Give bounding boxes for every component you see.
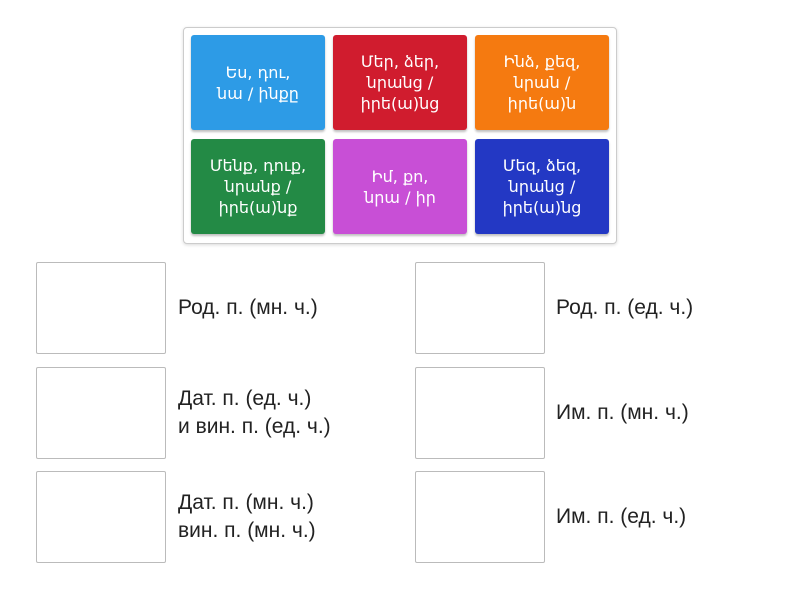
tile-1[interactable]: Ես, դու, նա / ինքը	[191, 35, 325, 130]
target-label-6: Им. п. (ед. ч.)	[556, 505, 687, 528]
drop-box-3[interactable]	[36, 367, 166, 459]
tile-5[interactable]: Իմ, քո, նրա / իր	[333, 139, 467, 234]
tile-4[interactable]: Մենք, դուք, նրանք / իրե(ա)նք	[191, 139, 325, 234]
tile-2[interactable]: Մեր, ձեր, նրանց / իրե(ա)նց	[333, 35, 467, 130]
drop-box-5[interactable]	[36, 471, 166, 563]
tile-3[interactable]: Ինձ, քեզ, նրան / իրե(ա)ն	[475, 35, 609, 130]
target-label-5: Дат. п. (мн. ч.) вин. п. (мн. ч.)	[178, 491, 316, 542]
drop-box-6[interactable]	[415, 471, 545, 563]
target-label-3: Дат. п. (ед. ч.) и вин. п. (ед. ч.)	[178, 387, 331, 438]
drop-box-2[interactable]	[415, 262, 545, 354]
drop-box-1[interactable]	[36, 262, 166, 354]
target-label-1: Род. п. (мн. ч.)	[178, 296, 318, 319]
target-label-2: Род. п. (ед. ч.)	[556, 296, 694, 319]
target-label-4: Им. п. (мн. ч.)	[556, 401, 689, 424]
tile-6[interactable]: Մեզ, ձեզ, նրանց / իրե(ա)նց	[475, 139, 609, 234]
drop-box-4[interactable]	[415, 367, 545, 459]
